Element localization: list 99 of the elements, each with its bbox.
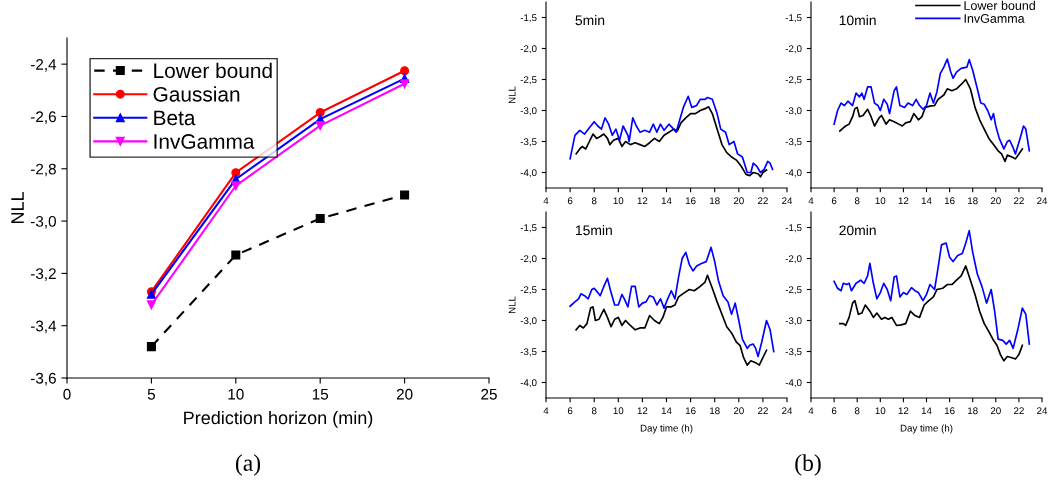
x-tick-label: 24 [1037,197,1048,205]
y-tick-label: -2,8 [30,163,56,177]
y-tick-label: -2,5 [785,286,802,295]
y-tick-label: -4,0 [520,169,537,178]
y-tick-label: -2,6 [30,111,56,124]
x-tick-label: 8 [854,197,860,205]
y-tick-label: -1,5 [785,224,802,233]
x-tick-label: 5 [147,388,156,400]
legend-label: Beta [154,110,196,126]
y-tick-label: -2,5 [785,76,802,85]
x-tick-label: 10 [875,197,886,205]
x-tick-label: 6 [567,407,573,415]
x-tick-label: 18 [710,407,720,415]
y-tick-label: -3,6 [30,372,56,386]
y-tick-label: -2,0 [520,45,537,54]
x-tick-label: 20 [733,197,744,205]
y-tick-label: -2,5 [520,76,537,85]
text: 20min [839,225,876,236]
x-tick-label: 10 [875,407,886,415]
x-tick-label: 6 [831,197,837,205]
legend-label: InvGamma [964,14,1025,23]
x-tick-label: 16 [685,407,696,415]
y-tick-label: -3,4 [30,320,57,334]
x-tick-label: 14 [921,197,932,205]
y-tick-label: -3,5 [785,138,802,147]
text: 15min [575,225,612,236]
x-tick-label: 18 [968,407,978,415]
x-tick-label: 6 [567,197,573,205]
x-tick-label: 20 [990,407,1001,415]
y-tick-label: -2,5 [520,286,537,295]
x-tick-label: 18 [968,197,978,205]
text: (b) [795,454,821,476]
legend-label: Lower bound [154,62,272,79]
y-tick-label: -3,0 [785,317,802,326]
x-tick-label: 8 [591,197,597,205]
x-tick-label: 22 [1013,407,1024,415]
x-tick-label: 20 [396,388,413,400]
y-tick-label: -4,0 [785,379,802,388]
y-tick-label: -3,0 [520,317,537,326]
legend-label: Gaussian [153,86,240,102]
text: 10min [839,15,876,26]
x-tick-label: 4 [543,407,549,415]
x-tick-label: 8 [591,407,597,415]
y-axis-title: NLL [508,86,516,104]
x-axis-title: Prediction horizon (min) [184,410,373,428]
x-tick-label: 12 [898,197,909,205]
x-axis-title: Day time (h) [640,424,693,434]
y-tick-label: -2,0 [785,45,802,54]
x-tick-label: 16 [685,197,696,205]
x-tick-label: 16 [944,197,955,205]
x-tick-label: 22 [1013,197,1024,205]
y-tick-label: -3,0 [785,107,802,116]
text: 5min [575,15,605,26]
y-tick-label: -2,4 [30,59,57,72]
x-tick-label: 12 [637,407,648,415]
y-tick-label: -3,0 [520,107,537,116]
legend-label: InvGamma [154,134,255,149]
legend-label: Lower bound [964,0,1035,10]
y-axis-title: NLL [508,296,516,314]
x-tick-label: 14 [661,197,672,205]
x-tick-label: 0 [63,388,71,400]
y-tick-label: -1,5 [520,224,537,233]
x-tick-label: 25 [481,388,497,400]
x-tick-label: 4 [808,407,814,415]
y-tick-label: -4,0 [785,169,802,178]
x-tick-label: 10 [613,407,624,415]
x-tick-label: 24 [782,407,793,415]
x-tick-label: 18 [710,197,720,205]
x-tick-label: 10 [228,388,244,400]
x-tick-label: 14 [661,407,672,415]
y-tick-label: -4,0 [520,379,537,388]
x-tick-label: 15 [312,388,329,400]
x-axis-title: Day time (h) [900,424,953,434]
x-tick-label: 12 [898,407,909,415]
x-tick-label: 4 [543,197,549,205]
x-tick-label: 20 [733,407,744,415]
x-tick-label: 20 [990,197,1001,205]
x-tick-label: 10 [613,197,624,205]
x-tick-label: 4 [808,197,814,205]
y-tick-label: -3,5 [785,348,802,357]
y-tick-label: -3,0 [30,215,56,229]
x-tick-label: 24 [782,197,793,205]
text: (a) [235,454,261,476]
x-tick-label: 12 [637,197,648,205]
x-tick-label: 22 [757,197,768,205]
x-tick-label: 16 [944,407,955,415]
y-tick-label: -2,0 [520,255,537,264]
y-axis-title: NLL [11,192,24,224]
y-tick-label: -1,5 [520,14,537,23]
x-tick-label: 8 [854,407,860,415]
x-tick-label: 22 [757,407,768,415]
y-tick-label: -3,5 [520,138,537,147]
x-tick-label: 24 [1037,407,1048,415]
y-tick-label: -3,5 [520,348,537,357]
x-tick-label: 6 [831,407,837,415]
y-tick-label: -2,0 [785,255,802,264]
y-tick-label: -1,5 [785,14,802,23]
x-tick-label: 14 [921,407,932,415]
y-tick-label: -3,2 [30,268,56,281]
